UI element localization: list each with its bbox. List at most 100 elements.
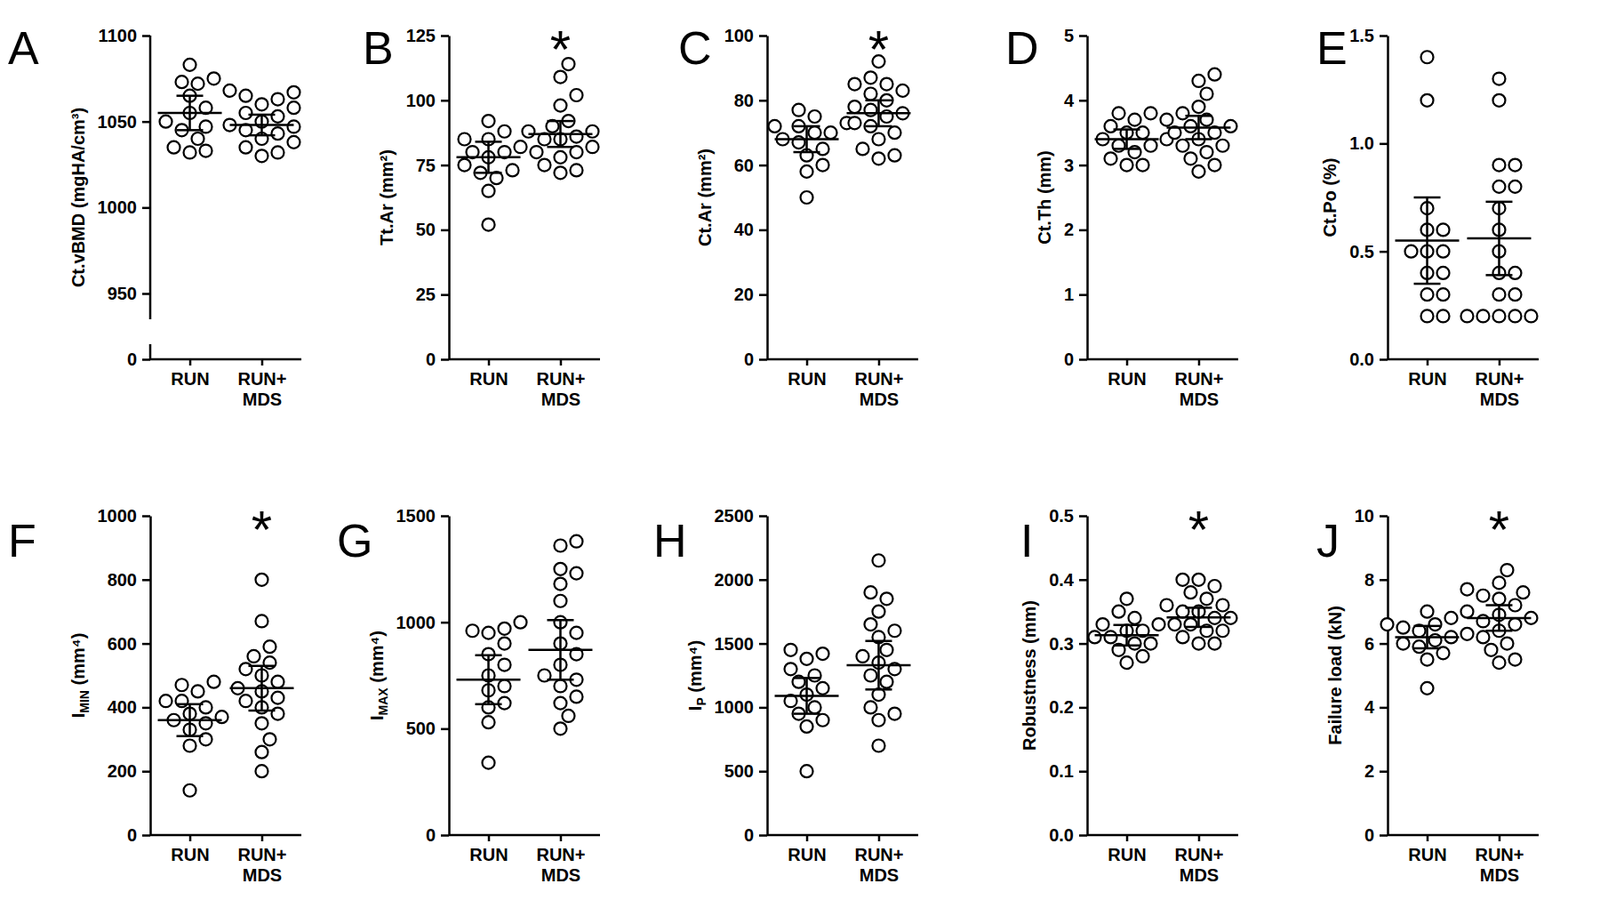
error-bar-stem [487,141,490,173]
data-point [848,116,861,129]
y-tick-label: 400 [107,696,137,717]
data-point [1500,563,1513,576]
x-tick-label: RUN [170,368,209,389]
error-bar-stem [805,126,808,152]
data-point [792,104,806,117]
data-point [792,136,806,149]
data-point [1421,681,1434,695]
y-tick-mark [440,293,449,296]
y-tick: 500 [724,760,768,781]
x-tick-label-line: RUN+ [237,844,287,864]
y-tick-mark [440,99,449,103]
x-tick: RUN [1408,359,1447,389]
panel: 0246810RUNRUN+MDSFailure load (kN)* [1325,499,1539,885]
x-tick-label-line: MDS [859,864,899,885]
y-tick: 0.5 [1048,505,1088,526]
y-tick-mark [1379,250,1388,254]
x-tick-mark [560,359,563,366]
error-bar-cap [1113,128,1141,131]
x-tick: RUN+MDS [237,359,287,409]
y-tick-mark [1379,706,1388,710]
panel: 02004006008001000RUNRUN+MDSIMIN (mm⁴)* [68,499,303,885]
y-tick-label: 10 [1354,505,1375,526]
data-point [864,585,877,599]
data-point [800,764,814,777]
error-bar [1485,201,1512,276]
x-tick-label: RUN [787,368,826,389]
error-bar-cap [864,639,892,642]
x-tick-label: RUN [787,844,826,864]
data-point [498,125,512,138]
y-axis-title-unit: (mm⁴) [685,640,705,697]
y-tick-mark [1079,358,1088,361]
y-tick-label: 20 [734,284,754,304]
error-bar [176,96,204,131]
y-tick-label: 1050 [97,112,138,132]
data-point [1088,630,1102,643]
error-bar-stem [188,704,192,736]
panel-letter: F [8,514,37,567]
x-tick-label: RUN+MDS [536,844,585,885]
data-point [271,127,284,140]
data-point [1168,617,1181,631]
y-tick-mark [759,293,768,296]
data-point [184,738,197,752]
data-point [1128,637,1142,650]
y-tick: 1.5 [1349,25,1388,46]
marks [768,55,912,204]
y-tick-label: 0.0 [1349,349,1375,369]
y-tick: 0 [744,349,768,369]
error-bar-cap [1113,147,1141,151]
x-tick-label-line: MDS [541,864,581,885]
data-point [880,643,893,656]
y-tick: 2 [1364,760,1388,781]
data-point [1200,145,1213,159]
data-point [569,88,583,102]
x-tick-label-line: MDS [1179,864,1219,885]
data-point [255,149,268,162]
y-axis: 0246810 [1354,505,1389,845]
y-tick-mark [759,578,768,582]
x-axis: RUNRUN+MDS [448,359,600,409]
y-tick-label: 0 [425,824,436,845]
x-tick-label-line: RUN+ [536,368,585,389]
y-tick-mark [1379,358,1388,361]
data-point [553,679,567,692]
y-axis-line [149,35,152,360]
marks [1095,68,1238,178]
x-axis: RUNRUN+MDS [150,834,302,885]
data-point [1224,120,1237,133]
y-tick-label: 0.4 [1048,569,1075,590]
error-bar-cap [546,618,574,622]
data-point [1112,139,1126,152]
y-tick-label: 4 [1364,696,1376,717]
data-point [1508,617,1521,631]
error-bar-stem [1125,624,1128,646]
y-tick: 1500 [714,633,768,654]
data-point [1476,614,1489,627]
y-tick-mark [1079,293,1088,296]
error-bar-cap [475,654,503,657]
data-point [239,694,252,707]
data-point [1492,309,1505,322]
data-point [1096,617,1110,631]
data-point [553,721,567,735]
x-tick-mark [1426,359,1430,366]
y-tick-label: 1 [1064,284,1074,304]
data-point [271,707,284,720]
x-tick-label-line: MDS [541,389,581,409]
panel-letter: A [8,22,40,74]
panel: 0.00.51.01.5RUNRUN+MDSCt.Po (%) [1320,25,1539,409]
x-tick-label: RUN+MDS [237,368,287,409]
y-tick: 500 [406,718,449,738]
y-tick: 1100 [98,25,151,46]
data-point [864,88,877,101]
data-point [200,716,213,729]
y-tick-label: 80 [734,90,754,111]
y-tick-mark [142,514,151,518]
y-axis-title: Ct.Ar (mm²) [695,148,715,247]
y-tick: 1050 [97,112,152,132]
y-tick-mark [1379,34,1388,38]
x-tick-mark [261,359,264,366]
y-axis-line [149,516,152,836]
